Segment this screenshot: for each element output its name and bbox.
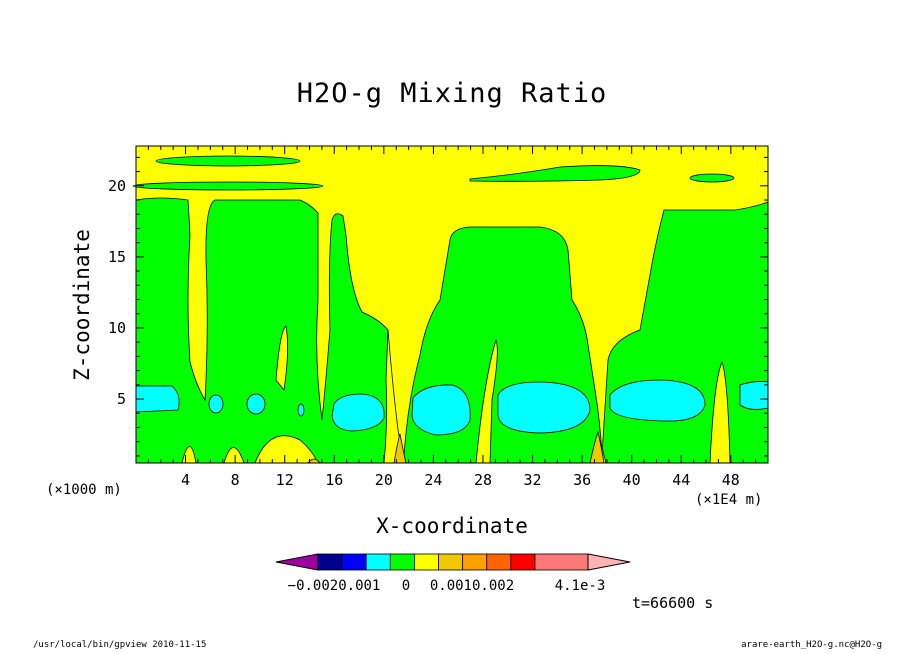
yellow-column-44 <box>709 360 731 464</box>
cyan-pocket-4 <box>297 403 305 417</box>
plot-frame <box>135 145 769 464</box>
cyan-pocket-5 <box>331 393 385 432</box>
colorbar: −0.0020.001 0 0.0010.002 4.1e-3 <box>275 553 631 594</box>
cyan-pocket-8 <box>609 379 706 422</box>
cyan-pocket-9 <box>739 381 769 410</box>
colorbar-swatch <box>486 553 512 571</box>
x-tick-label: 16 <box>325 471 343 489</box>
cyan-pocket-7 <box>497 381 591 434</box>
colorbar-swatch <box>365 553 391 571</box>
y-unit-label: (×1000 m) <box>46 482 122 498</box>
cyan-pocket-2 <box>208 394 224 414</box>
yellow-column-11 <box>275 325 288 391</box>
cyan-pocket-6 <box>411 384 471 436</box>
y-axis-label: Z-coordinate <box>70 229 94 381</box>
y-tick-label: 10 <box>108 319 126 337</box>
x-tick-label: 8 <box>231 471 240 489</box>
chart-title: H2O-g Mixing Ratio <box>296 78 608 109</box>
x-tick-label: 4 <box>181 471 190 489</box>
cyan-pocket-3 <box>246 393 266 415</box>
x-tick-label: 24 <box>424 471 442 489</box>
colorbar-swatch <box>389 553 415 571</box>
footer-file-name: arare-earth_H2O-g.nc@H2O-g <box>741 640 882 650</box>
y-axis-ticks: 5 10 15 20 <box>108 156 768 457</box>
colorbar-swatch <box>510 553 536 571</box>
orange-plume-37 <box>589 430 605 464</box>
yellow-column-28 <box>475 338 498 464</box>
x-axis-label: X-coordinate <box>376 514 528 538</box>
x-tick-label: 20 <box>375 471 393 489</box>
x-tick-label: 44 <box>672 471 690 489</box>
colorbar-arrow-right <box>587 553 631 571</box>
colorbar-swatch <box>438 553 464 571</box>
green-band-right <box>469 165 641 182</box>
x-tick-label: 32 <box>524 471 542 489</box>
yellow-notch-12 <box>254 435 319 464</box>
green-band-upper <box>155 155 301 167</box>
x-tick-label: 48 <box>722 471 740 489</box>
time-label: t=66600 s <box>632 594 714 612</box>
x-tick-label: 28 <box>474 471 492 489</box>
colorbar-swatch <box>462 553 488 571</box>
colorbar-swatch <box>341 553 367 571</box>
colorbar-label: 0.0010.002 <box>430 578 514 594</box>
x-tick-label: 40 <box>623 471 641 489</box>
colorbar-swatch <box>414 553 439 571</box>
x-tick-label: 12 <box>276 471 294 489</box>
colorbar-label: −0.0020.001 <box>288 578 381 594</box>
colorbar-swatch <box>317 553 343 571</box>
x-tick-label: 36 <box>573 471 591 489</box>
green-band-lower <box>132 181 324 191</box>
cyan-pocket-1 <box>135 385 180 413</box>
footer-program-path: /usr/local/bin/gpview 2010-11-15 <box>33 640 207 650</box>
orange-plume-20 <box>393 433 407 464</box>
y-tick-label: 5 <box>117 390 126 408</box>
colorbar-swatch <box>534 553 589 571</box>
x-axis-ticks: 4 8 12 16 20 24 28 32 36 40 44 48 <box>147 146 757 489</box>
colorbar-label: 4.1e-3 <box>555 578 606 594</box>
y-tick-label: 20 <box>108 177 126 195</box>
green-blob-far-right <box>689 173 735 183</box>
colorbar-arrow-left <box>275 553 319 571</box>
y-tick-label: 15 <box>108 248 126 266</box>
colorbar-label: 0 <box>402 578 410 594</box>
x-unit-label: (×1E4 m) <box>695 492 763 508</box>
